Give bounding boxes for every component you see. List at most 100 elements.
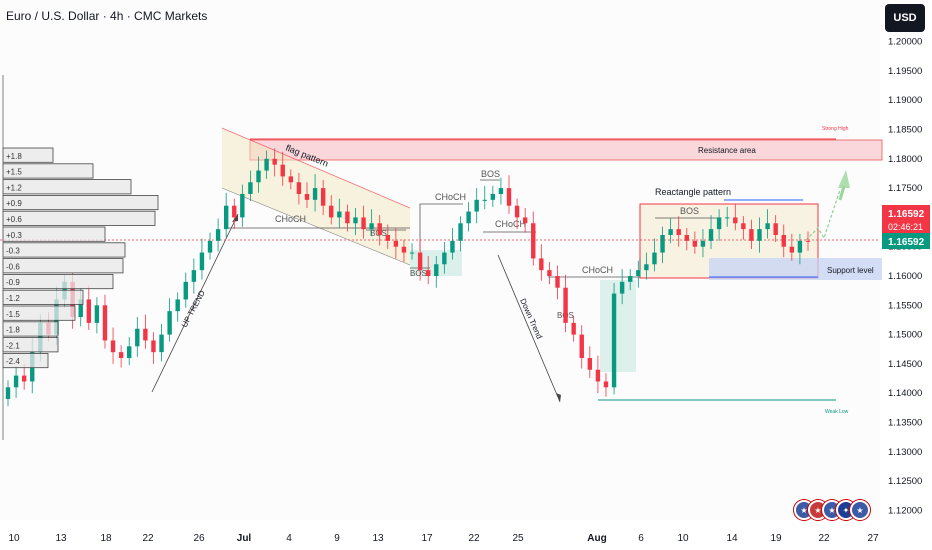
- price-tick-label: 1.13500: [888, 417, 922, 428]
- price-tick-label: 1.14500: [888, 359, 922, 370]
- candle-body: [797, 240, 803, 253]
- choch-line-2: [419, 203, 463, 250]
- candle-body: [733, 217, 738, 224]
- price-tick-label: 1.18500: [888, 125, 922, 136]
- profile-label: -0.6: [6, 262, 20, 271]
- candle-body: [86, 299, 92, 323]
- time-tick-label: 4: [286, 533, 292, 544]
- candle-body: [329, 205, 334, 218]
- candle-body: [143, 328, 148, 341]
- time-tick-label: Jul: [237, 533, 252, 544]
- candle-body: [78, 299, 83, 318]
- current-price-bottom: 1.16592: [888, 237, 925, 248]
- profile-label: -1.5: [6, 310, 20, 319]
- candle-body: [272, 158, 277, 165]
- candle-body: [409, 252, 415, 254]
- profile-label: +0.6: [6, 215, 22, 224]
- candle-body: [280, 164, 285, 177]
- current-price-tag: [882, 205, 930, 237]
- candle-body: [5, 387, 11, 400]
- candles: [5, 148, 811, 407]
- candle-body: [660, 234, 665, 253]
- candle-body: [716, 217, 722, 230]
- profile-bar: [2, 258, 124, 274]
- time-axis[interactable]: 10 13 18 22 26 Jul 4 9 13 17 22 25 Aug 6 10 14 19 22 27: [8, 533, 879, 544]
- down-trend-arrowhead: [556, 393, 561, 402]
- price-tick-label: 1.17500: [888, 183, 922, 194]
- time-tick-label: 13: [372, 533, 384, 544]
- candle-body: [393, 240, 399, 247]
- choch-label-2: CHoCH: [435, 192, 466, 202]
- candle-body: [555, 276, 560, 288]
- candle-body: [628, 276, 633, 282]
- profile-label: -2.1: [6, 341, 20, 350]
- currency-button[interactable]: USD: [885, 4, 925, 32]
- up-trend-arrow: [151, 213, 239, 393]
- candle-body: [506, 188, 512, 206]
- us-flag-icon[interactable]: ★: [850, 500, 870, 520]
- profile-label: -2.4: [6, 357, 20, 366]
- candle-body: [159, 334, 164, 353]
- candle-body: [450, 240, 455, 253]
- candle-body: [426, 270, 431, 276]
- time-tick-label: 25: [512, 533, 524, 544]
- candle-body: [288, 176, 294, 183]
- candle-body: [304, 193, 310, 200]
- rectangle-pattern-label: Reactangle pattern: [655, 187, 731, 197]
- profile-label: +1.5: [6, 168, 22, 177]
- profile-label: +0.3: [6, 231, 22, 240]
- resistance-area-zone: [249, 139, 883, 161]
- candle-body: [417, 252, 423, 271]
- candle-body: [619, 281, 625, 294]
- time-tick-label: 22: [142, 533, 154, 544]
- candle-body: [757, 229, 762, 241]
- choch-label-1: CHoCH: [275, 214, 306, 224]
- candle-body: [94, 305, 100, 323]
- profile-label: +1.8: [6, 152, 22, 161]
- profile-bar: [2, 179, 132, 195]
- candle-body: [401, 246, 407, 253]
- candle-body: [13, 375, 19, 388]
- resistance-area-label: Resistance area: [698, 146, 756, 155]
- demand-zone-1: [600, 280, 636, 372]
- candle-body: [466, 211, 471, 224]
- candle-body: [207, 240, 213, 253]
- time-tick-label: 22: [468, 533, 480, 544]
- candle-body: [692, 240, 698, 247]
- weak-low-label: Weak Low: [825, 409, 849, 415]
- flag-lower-line: [221, 187, 411, 266]
- candle-body: [223, 205, 229, 230]
- bos-label-2: BOS: [680, 206, 699, 216]
- candle-body: [256, 170, 261, 183]
- candle-body: [110, 340, 116, 353]
- profile-label: +1.2: [6, 183, 22, 192]
- price-tick-label: 1.15000: [888, 330, 922, 341]
- time-tick-label: 6: [638, 533, 644, 544]
- candle-body: [789, 246, 795, 253]
- candle-body: [741, 223, 746, 230]
- choch-line-4: [548, 258, 641, 278]
- candle-body: [199, 252, 205, 271]
- candle-body: [773, 223, 778, 235]
- time-tick-label: 27: [867, 533, 879, 544]
- price-tick-label: 1.13000: [888, 447, 922, 458]
- time-tick-label: 14: [726, 533, 738, 544]
- candle-body: [805, 240, 811, 242]
- candle-body: [434, 264, 439, 276]
- price-tick-label: 1.12000: [888, 505, 922, 516]
- volume-profile: +1.8 +1.5 +1.2 +0.9 +0.6 +0.3 -0.3 -0.6 -0.9 -1.2…: [2, 75, 159, 440]
- candle-body: [345, 211, 350, 224]
- candle-body: [442, 252, 447, 265]
- candle-body: [361, 217, 366, 230]
- candle-body: [636, 270, 641, 276]
- candle-body: [151, 340, 156, 353]
- candle-body: [676, 229, 681, 235]
- candle-body: [127, 346, 132, 359]
- candle-body: [547, 270, 552, 276]
- projection-shaft: [838, 185, 846, 201]
- down-trend-arrow: [497, 254, 561, 403]
- candle-body: [353, 217, 358, 224]
- event-flags[interactable]: ★ ★ ★ ✦ ★: [794, 500, 870, 520]
- strong-high-label: Strong High: [822, 126, 849, 132]
